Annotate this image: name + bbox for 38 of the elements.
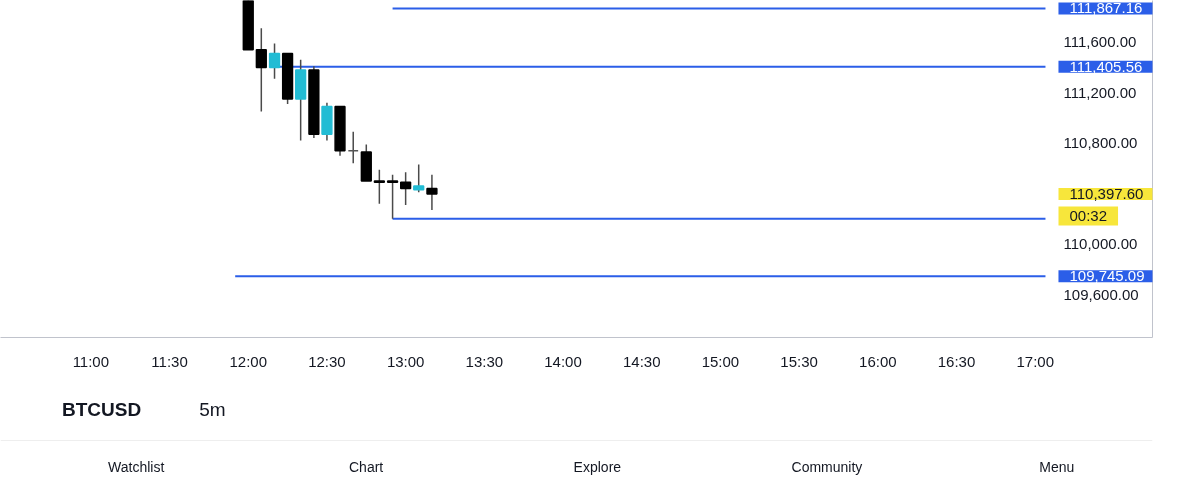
candlestick — [399, 171, 412, 206]
x-tick-label: 11:00 — [72, 352, 110, 370]
x-tick-label: 17:00 — [1016, 352, 1055, 370]
text: Menu — [1039, 458, 1075, 475]
candlestick — [373, 168, 386, 205]
x-tick-label: 11:30 — [151, 352, 188, 370]
text: Chart — [348, 458, 384, 475]
y-tick-label: 111,600.00 — [1063, 33, 1137, 51]
text: Watchlist — [108, 458, 165, 475]
data-label: 111,867.16 — [1069, 0, 1143, 17]
y-tick-label: 110,000.00 — [1063, 235, 1138, 253]
candlestick — [268, 42, 281, 80]
y-tick-label: 109,600.00 — [1063, 285, 1139, 303]
y-tick-label: 110,800.00 — [1063, 134, 1138, 152]
x-tick-label: 14:30 — [622, 352, 661, 370]
candlestick — [386, 173, 399, 220]
x-tick-label: 16:30 — [937, 352, 976, 370]
x-tick-label: 14:00 — [544, 352, 582, 370]
text: 5m — [199, 399, 226, 420]
x-tick-label: 13:00 — [386, 352, 425, 370]
candlestick — [255, 27, 267, 113]
y-tick-label: 111,200.00 — [1063, 83, 1137, 101]
x-tick-label: 12:30 — [308, 352, 346, 370]
x-tick-label: 13:30 — [465, 352, 504, 370]
annotation: 110,397.60 — [1069, 184, 1144, 202]
x-tick-label: 16:00 — [859, 352, 897, 370]
data-label: 111,405.56 — [1069, 57, 1143, 75]
x-tick-label: 12:00 — [229, 352, 268, 370]
x-tick-label: 15:30 — [780, 352, 818, 370]
x-tick-label: 15:00 — [701, 352, 740, 370]
candlestick — [347, 131, 359, 165]
text: Explore — [573, 458, 622, 475]
candlestick — [426, 173, 438, 211]
text: Community — [791, 458, 863, 475]
text: BTCUSD — [61, 399, 142, 420]
annotation: 00:32 — [1069, 207, 1108, 225]
candlestick — [413, 163, 425, 194]
data-label: 109,745.09 — [1069, 267, 1145, 285]
